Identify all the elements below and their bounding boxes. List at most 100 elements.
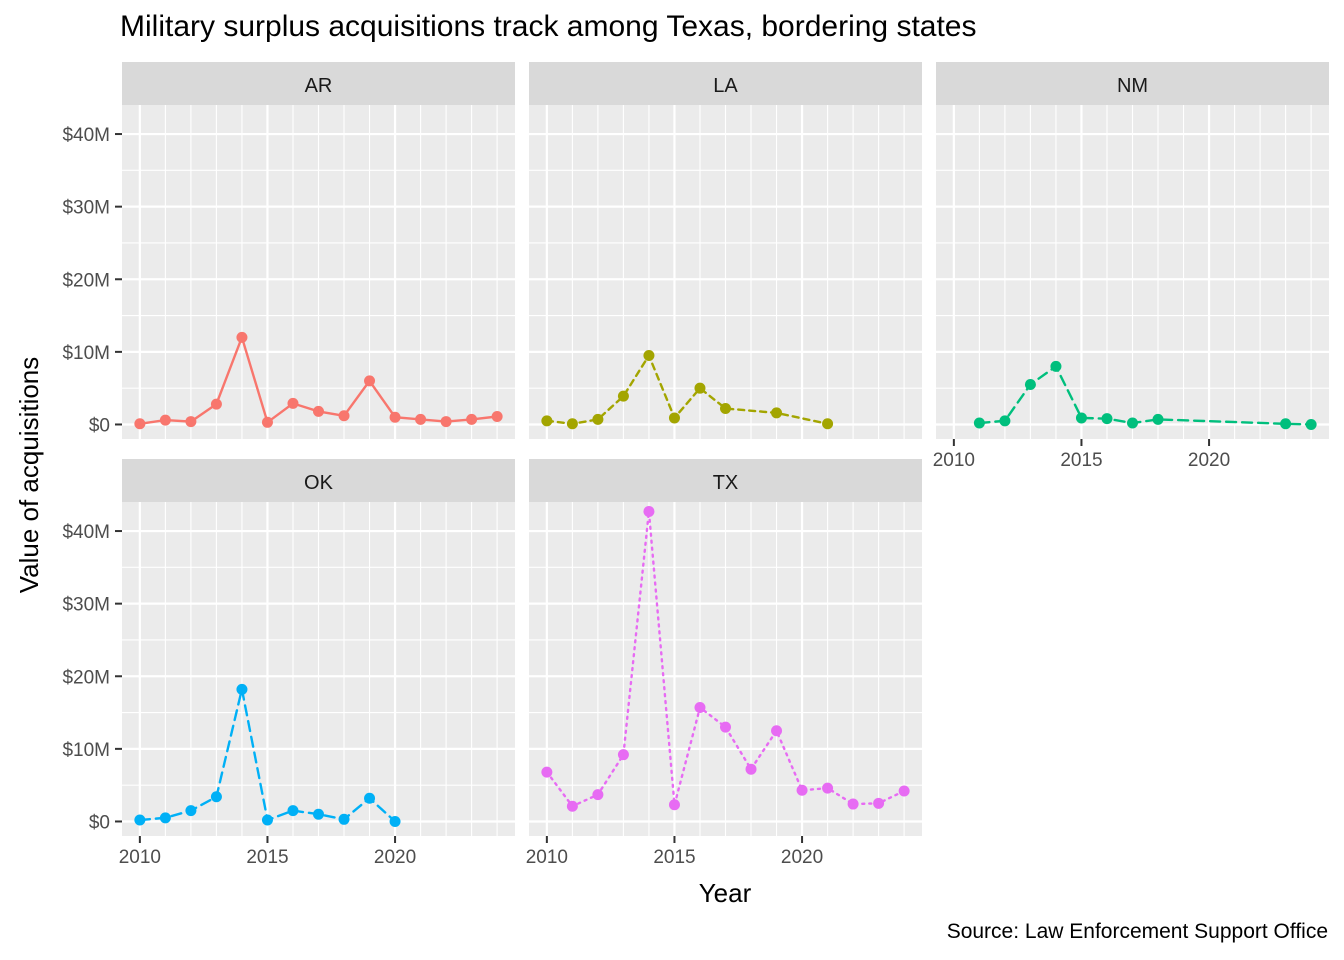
data-point xyxy=(1280,418,1292,430)
chart-title: Military surplus acquisitions track amon… xyxy=(120,10,977,43)
x-tick-label: 2015 xyxy=(1060,450,1102,471)
data-point xyxy=(1152,413,1164,425)
facet-strip xyxy=(529,459,922,502)
data-point xyxy=(389,815,401,827)
series-line-la xyxy=(545,352,829,426)
data-point xyxy=(541,415,553,427)
data-point xyxy=(134,814,146,826)
data-point xyxy=(592,789,604,801)
data-point xyxy=(1127,417,1138,429)
facet-strip xyxy=(529,62,922,105)
data-point xyxy=(771,407,783,419)
facet-strip-label: NM xyxy=(1117,75,1148,97)
facet-strip-label: LA xyxy=(713,75,738,97)
x-tick-label: 2015 xyxy=(246,847,288,868)
data-point xyxy=(745,763,757,775)
facet-panel-nm: NM 2010 2015 2020 xyxy=(933,62,1329,471)
data-point xyxy=(236,331,248,343)
source-caption: Source: Law Enforcement Support Office xyxy=(946,920,1328,943)
data-point xyxy=(1305,418,1317,430)
y-tick-label: $10M xyxy=(62,740,110,761)
facet-strip xyxy=(122,459,515,502)
x-tick-label: 2010 xyxy=(119,847,161,868)
data-point xyxy=(643,505,655,517)
facet-strip-label: AR xyxy=(305,75,333,97)
data-point xyxy=(822,418,834,430)
x-tick-label: 2020 xyxy=(781,847,823,868)
facet-panel-ok: OK $0 $10M $20M $30M $40M 2010 2015 2020 xyxy=(62,459,515,868)
facet-panel-tx: TX 2010 2015 2020 xyxy=(526,459,922,868)
data-point xyxy=(694,382,706,394)
data-point xyxy=(694,701,706,713)
facet-strip xyxy=(936,62,1329,105)
data-point xyxy=(643,350,655,361)
facet-panel-ar: AR $0 $10M $20M $30M $40M xyxy=(62,62,515,439)
data-point xyxy=(541,766,553,778)
data-point xyxy=(847,798,859,810)
x-tick-label: 2020 xyxy=(1188,450,1230,471)
data-point xyxy=(287,397,299,409)
data-point xyxy=(617,749,629,761)
data-point xyxy=(873,797,885,809)
y-tick-label: $30M xyxy=(62,198,110,219)
data-point xyxy=(999,415,1011,427)
y-tick-label: $0 xyxy=(89,415,110,436)
facet-strip xyxy=(122,62,515,105)
data-point xyxy=(898,785,910,797)
data-point xyxy=(440,416,452,428)
y-tick-label: $0 xyxy=(89,812,110,833)
facet-strip-label: OK xyxy=(304,472,334,494)
series-line-nm xyxy=(978,364,1313,426)
data-point xyxy=(415,413,427,425)
y-axis-title: Value of acquisitions xyxy=(14,357,44,594)
data-point xyxy=(313,808,324,820)
data-point xyxy=(1024,379,1036,391)
data-point xyxy=(491,410,503,422)
data-point xyxy=(210,791,222,803)
data-point xyxy=(1075,412,1087,424)
y-tick-label: $10M xyxy=(62,343,110,364)
data-point xyxy=(236,683,248,695)
data-point xyxy=(185,416,197,428)
data-point xyxy=(796,784,808,796)
x-tick-label: 2020 xyxy=(374,847,416,868)
y-tick-label: $30M xyxy=(62,595,110,616)
data-point xyxy=(720,403,731,415)
data-point xyxy=(822,782,834,794)
y-tick-label: $20M xyxy=(62,270,110,291)
data-point xyxy=(466,413,478,425)
data-point xyxy=(668,799,680,811)
data-point xyxy=(592,413,604,425)
data-point xyxy=(210,398,222,410)
data-point xyxy=(1101,413,1113,425)
y-tick-label: $40M xyxy=(62,125,110,146)
data-point xyxy=(364,792,376,804)
x-tick-label: 2015 xyxy=(653,847,695,868)
data-point xyxy=(668,412,680,424)
x-axis-title: Year xyxy=(699,878,752,908)
data-point xyxy=(617,390,629,402)
facet-panel-la: LA xyxy=(529,62,922,439)
data-point xyxy=(313,405,324,417)
x-tick-label: 2010 xyxy=(933,450,975,471)
y-tick-label: $20M xyxy=(62,667,110,688)
data-point xyxy=(134,418,146,430)
data-point xyxy=(566,800,578,812)
data-point xyxy=(338,813,350,825)
x-tick-label: 2010 xyxy=(526,847,568,868)
data-point xyxy=(566,418,578,430)
y-tick-label: $40M xyxy=(62,522,110,543)
data-point xyxy=(364,375,376,387)
data-point xyxy=(973,417,985,429)
data-point xyxy=(185,805,197,817)
data-point xyxy=(261,416,273,428)
data-point xyxy=(389,411,401,423)
data-point xyxy=(1050,360,1062,372)
data-point xyxy=(159,414,171,426)
data-point xyxy=(338,410,350,422)
data-point xyxy=(287,805,299,817)
data-point xyxy=(159,812,171,824)
facet-strip-label: TX xyxy=(713,472,739,494)
data-point xyxy=(720,721,731,733)
